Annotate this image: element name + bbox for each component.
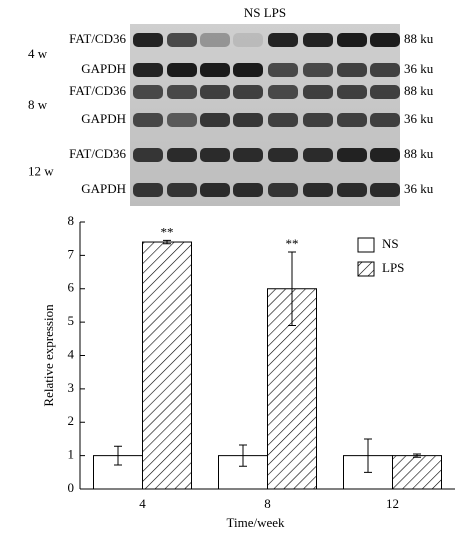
blot-header: NS LPS xyxy=(244,5,286,20)
blot-band xyxy=(370,113,400,127)
blot-band xyxy=(337,183,367,197)
blot-band xyxy=(268,183,298,197)
blot-size-label: 88 ku xyxy=(404,146,434,161)
legend-label: LPS xyxy=(382,260,404,275)
error-bar xyxy=(288,251,296,326)
blot-band xyxy=(370,33,400,47)
blot-band xyxy=(200,113,230,127)
blot-band xyxy=(200,85,230,99)
blot-band xyxy=(133,148,163,162)
blot-band xyxy=(370,63,400,77)
blot-band xyxy=(167,113,197,127)
blot-size-label: 88 ku xyxy=(404,83,434,98)
blot-band xyxy=(200,148,230,162)
blot-band xyxy=(337,85,367,99)
blot-band xyxy=(133,63,163,77)
blot-band xyxy=(268,113,298,127)
blot-band xyxy=(200,183,230,197)
western-blot: NS LPS 4 w FAT/CD36 88 ku GAPDH 36 ku 8 w FAT/C… xyxy=(28,5,434,206)
blot-band xyxy=(268,148,298,162)
blot-band xyxy=(268,33,298,47)
x-tick-label: 12 xyxy=(386,496,399,511)
blot-band xyxy=(370,148,400,162)
blot-band xyxy=(133,85,163,99)
y-axis-label: Relative expression xyxy=(41,304,56,407)
blot-band xyxy=(303,183,333,197)
blot-group-label: 4 w xyxy=(28,46,48,61)
blot-size-label: 36 ku xyxy=(404,111,434,126)
blot-band xyxy=(233,33,263,47)
blot-band xyxy=(268,63,298,77)
blot-band xyxy=(233,148,263,162)
error-bar xyxy=(114,445,122,466)
blot-band xyxy=(200,33,230,47)
legend-swatch xyxy=(357,237,375,253)
blot-group-label: 12 w xyxy=(28,163,54,178)
blot-band xyxy=(268,85,298,99)
blot-band xyxy=(133,183,163,197)
blot-size-label: 88 ku xyxy=(404,31,434,46)
blot-row-label: GAPDH xyxy=(81,181,126,196)
significance-label: ** xyxy=(161,224,174,239)
error-bar xyxy=(163,239,171,245)
blot-band xyxy=(167,85,197,99)
blot-band xyxy=(133,33,163,47)
blot-group-label: 8 w xyxy=(28,97,48,112)
blot-row-label: FAT/CD36 xyxy=(69,83,126,98)
blot-band xyxy=(303,63,333,77)
significance-label: ** xyxy=(286,236,299,251)
blot-band xyxy=(303,148,333,162)
y-tick-label: 5 xyxy=(68,313,75,328)
blot-band xyxy=(303,33,333,47)
blot-band xyxy=(337,113,367,127)
blot-band xyxy=(337,63,367,77)
blot-band xyxy=(167,148,197,162)
blot-band xyxy=(233,85,263,99)
error-bar xyxy=(364,438,372,473)
y-tick-label: 0 xyxy=(68,480,75,495)
blot-row-label: FAT/CD36 xyxy=(69,31,126,46)
bar xyxy=(142,241,192,490)
blot-row-label: GAPDH xyxy=(81,111,126,126)
error-bar xyxy=(239,444,247,467)
y-tick-label: 4 xyxy=(68,346,75,361)
blot-band xyxy=(133,113,163,127)
blot-band xyxy=(233,63,263,77)
blot-band xyxy=(167,33,197,47)
blot-band xyxy=(337,148,367,162)
y-tick-label: 8 xyxy=(68,213,75,228)
blot-band xyxy=(167,183,197,197)
y-tick-label: 2 xyxy=(68,413,75,428)
y-tick-label: 7 xyxy=(68,246,75,261)
blot-band xyxy=(337,33,367,47)
x-tick-label: 8 xyxy=(264,496,271,511)
blot-row-label: FAT/CD36 xyxy=(69,146,126,161)
y-tick-label: 3 xyxy=(68,380,75,395)
blot-band xyxy=(233,183,263,197)
legend-label: NS xyxy=(382,236,399,251)
error-bar xyxy=(413,453,421,458)
y-tick-label: 1 xyxy=(68,447,75,462)
blot-size-label: 36 ku xyxy=(404,181,434,196)
bar xyxy=(392,455,442,490)
blot-row-label: GAPDH xyxy=(81,61,126,76)
blot-band xyxy=(370,85,400,99)
blot-band xyxy=(303,85,333,99)
x-tick-label: 4 xyxy=(139,496,146,511)
legend-swatch xyxy=(357,261,375,277)
blot-band xyxy=(370,183,400,197)
blot-size-label: 36 ku xyxy=(404,61,434,76)
y-tick-label: 6 xyxy=(68,280,75,295)
blot-band xyxy=(303,113,333,127)
blot-band xyxy=(200,63,230,77)
blot-band xyxy=(233,113,263,127)
blot-band xyxy=(167,63,197,77)
x-axis-label: Time/week xyxy=(226,515,285,530)
